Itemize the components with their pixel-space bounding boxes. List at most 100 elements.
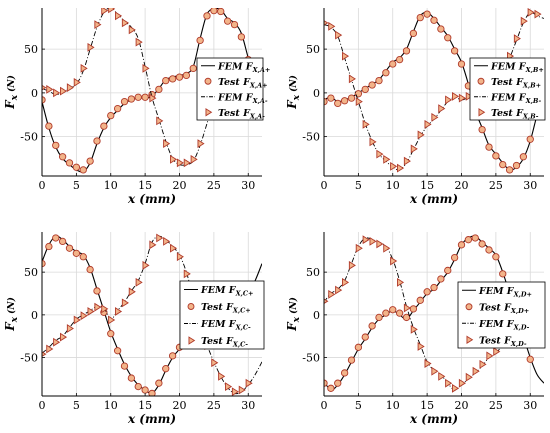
data-point [348,74,356,84]
data-point [438,104,446,114]
data-point [452,91,460,101]
data-point [328,289,336,299]
plot-area [42,8,262,174]
data-point [485,246,493,254]
data-point [340,97,349,105]
x-tick-label: 0 [321,399,328,412]
data-point [73,77,81,87]
data-point [149,240,157,250]
legend-marker-swatch [204,77,212,85]
x-tick-label: 30 [523,179,537,192]
x-axis-label: x (mm) [127,412,176,426]
y-tick-label: 50 [306,266,320,279]
x-tick-label: 20 [173,179,187,192]
data-point [148,389,156,396]
data-point [120,97,129,106]
data-point [431,112,439,122]
chart-panel-b: 0 5 10 15 20 25 30 -50 0 50 x (mm) Fx (N) FEM FX,B+ T… [285,8,546,206]
data-point [499,270,507,278]
legend-entry: FEM FX,C- [200,319,251,332]
y-tick-label: 50 [24,266,38,279]
data-point [423,288,431,296]
data-point [478,125,486,134]
data-point [526,355,534,363]
data-point [444,266,452,275]
data-point [65,244,74,252]
data-point [245,378,253,388]
data-point [58,237,67,246]
data-point [79,253,87,261]
data-point [46,84,54,94]
data-point [369,236,377,246]
data-point [72,163,81,171]
data-point [162,76,170,85]
data-point [368,322,376,330]
legend-marker-swatch [477,77,485,85]
data-point [190,154,198,164]
data-point [457,60,466,68]
data-point [196,36,204,45]
x-tick-label: 20 [455,399,469,412]
data-point [66,83,74,93]
data-point [355,243,363,253]
data-point [324,379,328,387]
data-point [163,139,171,149]
data-point [417,342,425,351]
data-point [452,383,460,393]
y-tick-label: -50 [302,352,320,365]
legend-marker-swatch [187,303,195,310]
x-tick-label: 15 [138,399,152,412]
data-point [231,387,239,396]
x-tick-label: 30 [241,399,255,412]
x-tick-label: 0 [321,179,328,192]
x-tick-label: 25 [489,399,503,412]
data-point [335,285,343,295]
data-point [53,88,61,98]
y-tick-label: 50 [306,43,320,56]
data-point [86,157,94,165]
data-point [156,116,164,126]
data-point [218,371,226,381]
x-tick-label: 5 [73,179,80,192]
legend: FEM FX,D+ Test FX,D+ FEM FX,D- Test FX,D- [457,281,546,349]
data-point [52,234,60,242]
data-point [376,149,384,159]
data-point [238,385,246,395]
data-point [163,236,171,246]
x-tick-label: 20 [455,179,469,192]
legend-entry: FEM FX,A+ [217,61,270,74]
data-point [128,25,136,35]
data-point [499,160,507,169]
data-point [107,329,115,338]
data-point [94,302,102,312]
data-point [73,315,81,325]
y-tick-label: -50 [20,131,38,144]
data-point [410,144,418,154]
legend: FEM FX,B+ Test FX,B+ FEM FX,B- Test FX,B- [469,57,546,121]
legend-box [179,280,265,350]
x-tick-label: 25 [207,179,221,192]
data-point [230,20,239,29]
legend-box [457,281,546,349]
data-point [141,386,149,394]
data-point [437,275,445,283]
data-point [101,8,109,16]
data-point [458,93,466,103]
data-point [42,96,46,104]
data-point [134,382,142,391]
legend-entry: Test FX,A- [218,108,265,121]
data-point [402,313,411,322]
data-point [100,122,108,130]
legend-entry: Test FX,C- [201,336,248,349]
data-point [93,287,101,295]
data-point [108,8,116,14]
data-point [485,143,493,151]
chart-panel-a: 0 5 10 15 20 25 30 -50 0 50 x (mm) Fx (N) FEM FX,A+ T… [3,8,270,206]
x-tick-label: 15 [420,399,434,412]
data-point [42,351,47,357]
data-point [324,298,329,304]
data-point [60,86,68,96]
legend-entry: FEM FX,B+ [490,61,544,74]
data-point [375,313,383,322]
y-tick-label: 0 [313,87,320,100]
